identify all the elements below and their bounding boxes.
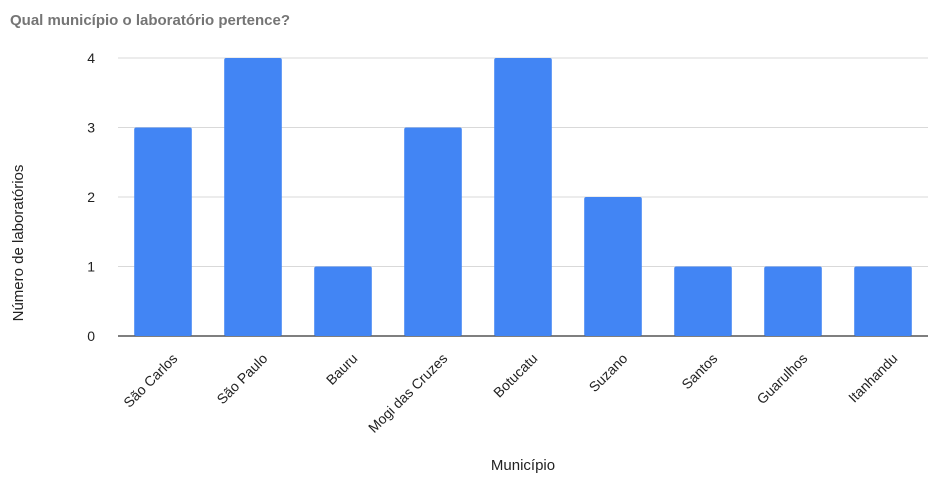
chart-title: Qual município o laboratório pertence? (10, 12, 291, 29)
x-tick-label: Botucatu (490, 350, 540, 400)
bar (854, 266, 912, 336)
bar (584, 197, 642, 336)
bars (134, 58, 912, 336)
bar (224, 58, 282, 336)
x-tick-label: Suzano (586, 350, 631, 395)
y-axis-title: Número de laboratórios (10, 165, 27, 322)
x-tick-label: Guarulhos (753, 350, 810, 407)
bar (494, 58, 552, 336)
x-tick-label: Bauru (323, 350, 361, 388)
x-tick-label: Mogi das Cruzes (365, 350, 451, 436)
bar (764, 266, 822, 336)
x-axis-ticks: São Carlos São Paulo Bauru Mogi das Cruzes B… (120, 350, 900, 436)
bar (134, 127, 192, 336)
y-tick-label: 2 (87, 189, 95, 205)
bar (404, 127, 462, 336)
bar (314, 266, 372, 336)
x-tick-label: São Paulo (213, 350, 270, 407)
y-tick-label: 1 (87, 259, 95, 275)
x-axis-title: Município (491, 457, 555, 474)
y-tick-label: 0 (87, 328, 95, 344)
y-tick-label: 3 (87, 120, 95, 136)
x-tick-label: Santos (678, 350, 720, 392)
y-tick-label: 4 (87, 50, 95, 66)
y-axis-ticks: 0 1 2 3 4 (87, 50, 95, 344)
bar (674, 266, 732, 336)
x-tick-label: Itanhandu (845, 350, 900, 405)
x-tick-label: São Carlos (120, 350, 180, 410)
